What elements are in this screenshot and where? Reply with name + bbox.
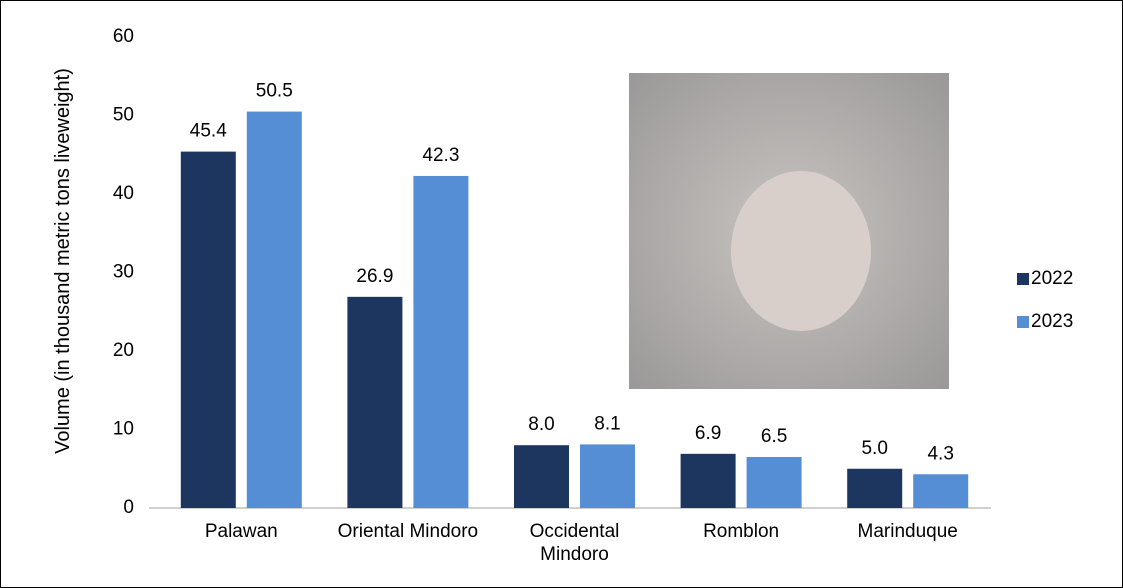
bar (847, 469, 902, 508)
data-label: 50.5 (256, 81, 293, 102)
y-axis-title: Volume (in thousand metric tons liveweig… (51, 41, 75, 481)
y-tick-label: 20 (113, 340, 134, 361)
x-tick-label: Palawan (166, 520, 316, 543)
y-tick-label: 0 (123, 497, 134, 518)
data-label: 6.9 (695, 423, 721, 444)
legend-label: 2022 (1031, 268, 1073, 289)
data-label: 4.3 (927, 443, 953, 464)
bar (181, 152, 236, 508)
y-tick-label: 10 (113, 419, 134, 440)
y-tick-label: 40 (113, 183, 134, 204)
legend-swatch (1017, 316, 1029, 328)
bar (347, 297, 402, 508)
bar (413, 176, 468, 508)
bar (747, 457, 802, 508)
photo-detail (731, 171, 871, 331)
y-tick-label: 30 (113, 262, 134, 283)
y-tick-label: 50 (113, 105, 134, 126)
legend-swatch (1017, 273, 1029, 285)
data-label: 8.0 (528, 414, 554, 435)
x-tick-label: Marinduque (833, 520, 983, 543)
x-tick-label: Occidental Mindoro (500, 520, 650, 566)
bar (913, 474, 968, 508)
chart: 0 10 20 30 40 50 60 45.4 50.5 26.9 42.3 8.0 8.1 6.9 6.… (0, 0, 1123, 588)
data-label: 45.4 (190, 121, 227, 142)
data-label: 26.9 (356, 266, 393, 287)
bar (247, 112, 302, 508)
data-label: 6.5 (761, 426, 787, 447)
data-label: 42.3 (422, 145, 459, 166)
y-tick-label: 60 (113, 26, 134, 47)
bar (681, 454, 736, 508)
bar (580, 444, 635, 508)
plot: 0 10 20 30 40 50 60 45.4 50.5 26.9 42.3 8.0 8.1 6.9 6.… (1, 1, 1122, 587)
bar (514, 445, 569, 508)
x-tick-label: Oriental Mindoro (333, 520, 483, 543)
x-tick-label: Romblon (666, 520, 816, 543)
data-label: 5.0 (861, 438, 887, 459)
data-label: 8.1 (594, 413, 620, 434)
legend-label: 2023 (1031, 311, 1073, 332)
